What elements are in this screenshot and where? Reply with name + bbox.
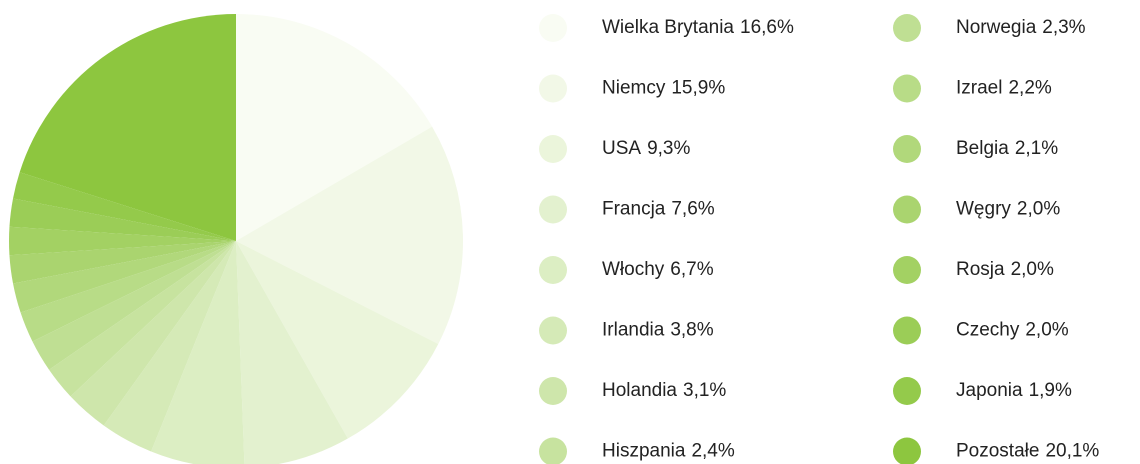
legend-value: 2,0% xyxy=(1017,199,1060,220)
legend-value: 15,9% xyxy=(671,78,725,99)
legend-name: Węgry xyxy=(956,199,1011,220)
legend-name: Niemcy xyxy=(602,78,666,99)
legend-label: Czechy 2,0% xyxy=(956,320,1069,341)
legend-label: Niemcy 15,9% xyxy=(602,78,725,99)
legend-label: Irlandia 3,8% xyxy=(602,320,714,341)
legend-name: Norwegia xyxy=(956,17,1037,38)
legend-label: USA 9,3% xyxy=(602,138,690,159)
legend-name: USA xyxy=(602,138,641,159)
legend-label: Belgia 2,1% xyxy=(956,138,1058,159)
legend-value: 2,0% xyxy=(1025,320,1068,341)
legend-value: 7,6% xyxy=(671,199,714,220)
legend-name: Włochy xyxy=(602,259,665,280)
legend-name: Belgia xyxy=(956,138,1009,159)
legend-value: 6,7% xyxy=(670,259,713,280)
legend-label: Izrael 2,2% xyxy=(956,78,1052,99)
legend-name: Francja xyxy=(602,199,666,220)
pie-slice xyxy=(32,241,236,370)
pie-slice xyxy=(103,241,236,452)
legend-label: Włochy 6,7% xyxy=(602,259,714,280)
legend-label: Rosja 2,0% xyxy=(956,259,1054,280)
legend-swatch xyxy=(893,316,921,345)
legend-swatch xyxy=(539,437,567,464)
pie-slice xyxy=(13,172,236,241)
legend-value: 2,4% xyxy=(691,441,734,462)
pie-slice xyxy=(151,241,245,464)
legend-label: Węgry 2,0% xyxy=(956,199,1060,220)
legend-swatch xyxy=(539,195,567,224)
pie-slice xyxy=(9,226,237,256)
pie-slice xyxy=(9,198,236,241)
legend-value: 3,1% xyxy=(683,380,726,401)
pie-slice xyxy=(236,14,433,241)
legend-swatch xyxy=(539,135,567,163)
legend-swatch xyxy=(893,14,921,42)
legend-name: Japonia xyxy=(956,380,1023,401)
pie-slice xyxy=(20,241,236,342)
legend-value: 2,1% xyxy=(1015,138,1058,159)
legend-label: Japonia 1,9% xyxy=(956,380,1072,401)
pie-slice xyxy=(236,126,463,345)
pie-slice xyxy=(70,241,236,426)
legend-swatch xyxy=(893,377,921,405)
legend-value: 3,8% xyxy=(670,320,713,341)
pie-slice xyxy=(236,241,439,439)
legend-swatch xyxy=(539,256,567,284)
legend-label: Holandia 3,1% xyxy=(602,380,726,401)
legend-label: Wielka Brytania 16,6% xyxy=(602,17,794,38)
legend-swatch xyxy=(893,195,921,224)
legend-swatch xyxy=(539,14,567,42)
legend-name: Pozostałe xyxy=(956,441,1039,462)
pie-slice xyxy=(9,241,236,284)
pie-slice xyxy=(13,241,236,313)
legend-swatch xyxy=(893,135,921,163)
legend-name: Holandia xyxy=(602,380,677,401)
legend-label: Pozostałe 20,1% xyxy=(956,441,1099,462)
legend-name: Irlandia xyxy=(602,320,665,341)
legend-label: Norwegia 2,3% xyxy=(956,17,1086,38)
legend-value: 1,9% xyxy=(1029,380,1072,401)
legend-name: Czechy xyxy=(956,320,1020,341)
legend-name: Rosja xyxy=(956,259,1005,280)
legend-swatch xyxy=(539,74,567,103)
pie-slice xyxy=(236,241,348,464)
pie-slice xyxy=(19,14,236,241)
legend-name: Hiszpania xyxy=(602,441,686,462)
pie-slice xyxy=(49,241,236,397)
legend-swatch xyxy=(539,377,567,405)
legend-value: 2,2% xyxy=(1008,78,1051,99)
legend-swatch xyxy=(893,74,921,103)
legend-name: Wielka Brytania xyxy=(602,17,734,38)
legend-swatch xyxy=(893,437,921,464)
legend-label: Hiszpania 2,4% xyxy=(602,441,735,462)
legend-swatch xyxy=(539,316,567,345)
legend-value: 2,0% xyxy=(1011,259,1054,280)
legend-value: 20,1% xyxy=(1045,441,1099,462)
legend-value: 16,6% xyxy=(740,17,794,38)
legend-value: 9,3% xyxy=(647,138,690,159)
legend-name: Izrael xyxy=(956,78,1002,99)
legend-value: 2,3% xyxy=(1042,17,1085,38)
legend-label: Francja 7,6% xyxy=(602,199,715,220)
legend-swatch xyxy=(893,256,921,284)
